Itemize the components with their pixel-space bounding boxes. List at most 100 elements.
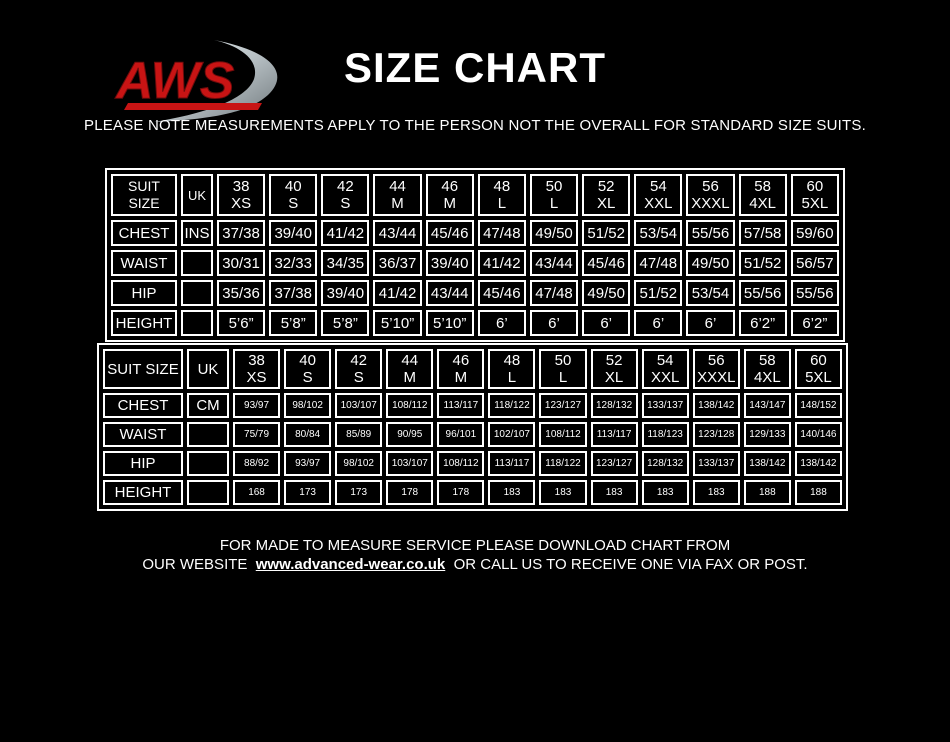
- size-fit-label: XXL: [650, 369, 680, 386]
- measurement-value-cell: 123/128: [692, 422, 740, 447]
- size-fit-label: XXXL: [697, 369, 736, 386]
- measurement-value-cell: 36/37: [373, 250, 422, 276]
- measurement-value-cell: 45/46: [425, 220, 474, 246]
- size-header-cell: 54 XXL: [641, 349, 689, 389]
- measurement-value-cell: 108/112: [386, 393, 434, 418]
- size-header-cell: 58 4XL: [743, 349, 791, 389]
- size-header-cell: 48 L: [488, 349, 536, 389]
- measurement-value-cell: 188: [794, 480, 842, 505]
- size-number: 60: [806, 178, 824, 195]
- row-label-cell: WAIST: [111, 250, 177, 276]
- measurement-value-cell: 56/57: [790, 250, 839, 276]
- measurement-value-cell: 43/44: [373, 220, 422, 246]
- measurement-value-cell: 183: [539, 480, 587, 505]
- size-number: 42: [350, 352, 368, 369]
- size-fit-label: XXXL: [691, 195, 730, 212]
- footer-line2: OUR WEBSITE www.advanced-wear.co.uk OR C…: [0, 555, 950, 574]
- measurement-value-cell: 5’8”: [321, 310, 370, 336]
- measurement-value-cell: 75/79: [233, 422, 281, 447]
- size-fit-label: XS: [231, 195, 252, 212]
- measurement-value-cell: 93/97: [284, 451, 332, 476]
- measurement-value-cell: 30/31: [217, 250, 266, 276]
- size-number: 60: [810, 352, 827, 369]
- measurement-value-cell: 45/46: [582, 250, 631, 276]
- measurement-value-cell: 128/132: [641, 451, 689, 476]
- size-fit-label: 4XL: [753, 369, 781, 386]
- measurement-value-cell: 133/137: [641, 393, 689, 418]
- measurement-value-cell: 5’6”: [217, 310, 266, 336]
- size-fit-label: XXL: [644, 195, 673, 212]
- measurement-value-cell: 37/38: [269, 280, 318, 306]
- row-label-cell: HEIGHT: [103, 480, 183, 505]
- size-number: 46: [452, 352, 470, 369]
- measurement-value-cell: 148/152: [794, 393, 842, 418]
- measurement-value-cell: 55/56: [738, 280, 787, 306]
- size-number: 52: [597, 178, 615, 195]
- size-number: 48: [503, 352, 521, 369]
- row-label-cell: CHEST: [103, 393, 183, 418]
- measurement-value-cell: 183: [590, 480, 638, 505]
- unit-cell: [181, 250, 213, 276]
- measurement-value-cell: 129/133: [743, 422, 791, 447]
- measurement-value-cell: 85/89: [335, 422, 383, 447]
- unit-cell: [187, 451, 229, 476]
- measurement-value-cell: 128/132: [590, 393, 638, 418]
- measurement-value-cell: 57/58: [738, 220, 787, 246]
- size-fit-label: XL: [596, 195, 616, 212]
- size-number: 40: [284, 178, 302, 195]
- measurement-value-cell: 47/48: [634, 250, 683, 276]
- measurement-value-cell: 6’: [582, 310, 631, 336]
- size-table-cm: SUIT SIZE UK 38 XS 40 S 42 S 44 M 46 M 48 L 50 L 52 XL 54 X…: [97, 343, 848, 511]
- size-fit-label: S: [288, 195, 299, 212]
- size-header-cell: 40 S: [269, 174, 318, 216]
- size-number: 52: [605, 352, 623, 369]
- measurement-value-cell: 178: [437, 480, 485, 505]
- measurement-value-cell: 96/101: [437, 422, 485, 447]
- size-fit-label: L: [507, 369, 517, 386]
- size-number: 54: [649, 178, 667, 195]
- aws-logo: AWS: [110, 38, 305, 124]
- measurement-value-cell: 123/127: [590, 451, 638, 476]
- measurement-value-cell: 59/60: [790, 220, 839, 246]
- measurement-value-cell: 47/48: [529, 280, 579, 306]
- measurement-value-cell: 43/44: [529, 250, 579, 276]
- size-header-cell: 44 M: [373, 174, 422, 216]
- measurement-note: PLEASE NOTE MEASUREMENTS APPLY TO THE PE…: [84, 117, 866, 134]
- size-fit-label: L: [497, 195, 507, 212]
- footer-line1: FOR MADE TO MEASURE SERVICE PLEASE DOWNL…: [219, 537, 731, 554]
- measurement-value-cell: 188: [743, 480, 791, 505]
- measurement-value-cell: 49/50: [529, 220, 579, 246]
- measurement-value-cell: 98/102: [335, 451, 383, 476]
- measurement-value-cell: 173: [284, 480, 332, 505]
- measurement-value-cell: 6’2”: [790, 310, 839, 336]
- size-fit-label: M: [391, 195, 404, 212]
- measurement-value-cell: 49/50: [582, 280, 631, 306]
- measurement-row-chest: CHEST INS 37/38 39/40 41/42 43/44 45/46 47/48 49…: [111, 220, 839, 246]
- measurement-value-cell: 47/48: [477, 220, 526, 246]
- measurement-value-cell: 5’10”: [373, 310, 422, 336]
- measurement-value-cell: 53/54: [634, 220, 683, 246]
- size-number: 50: [554, 352, 572, 369]
- measurement-value-cell: 6’: [529, 310, 579, 336]
- size-header-cell: 60 5XL: [790, 174, 839, 216]
- unit-cell: [187, 422, 229, 447]
- measurement-value-cell: 108/112: [539, 422, 587, 447]
- size-header-cell: 52 XL: [590, 349, 638, 389]
- measurement-row-height: HEIGHT 5’6” 5’8” 5’8” 5’10” 5’10” 6’ 6’ 6’ 6’ 6’ 6’…: [111, 310, 839, 336]
- measurement-value-cell: 173: [335, 480, 383, 505]
- size-fit-label: S: [353, 369, 364, 386]
- unit-column-header: UK: [187, 349, 229, 389]
- size-number: 40: [299, 352, 316, 369]
- website-link[interactable]: www.advanced-wear.co.uk: [255, 556, 446, 573]
- measurement-value-cell: 53/54: [686, 280, 735, 306]
- measurement-value-cell: 123/127: [539, 393, 587, 418]
- measurement-value-cell: 113/117: [437, 393, 485, 418]
- measurement-value-cell: 178: [386, 480, 434, 505]
- size-header-cell: 42 S: [321, 174, 370, 216]
- unit-cell: [181, 310, 213, 336]
- measurement-value-cell: 39/40: [425, 250, 474, 276]
- row-label-cell: HIP: [111, 280, 177, 306]
- size-number: 50: [545, 178, 563, 195]
- size-fit-label: S: [340, 195, 351, 212]
- footer-line2-suffix: OR CALL US TO RECEIVE ONE VIA FAX OR POS…: [453, 556, 808, 573]
